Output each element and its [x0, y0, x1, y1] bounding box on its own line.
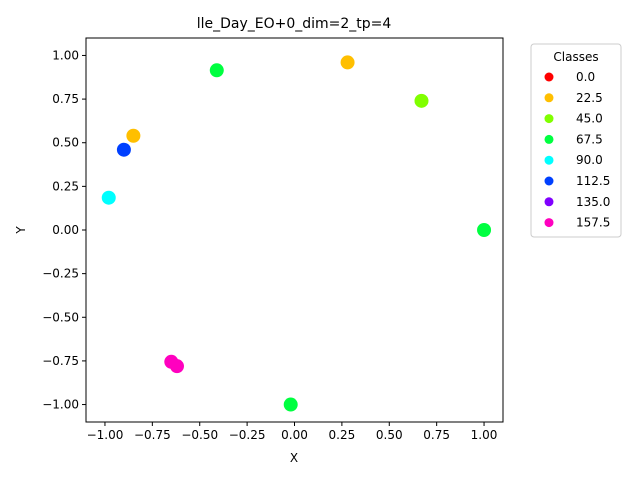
legend-title: Classes: [553, 50, 598, 64]
legend-label: 90.0: [576, 153, 603, 167]
y-axis: −1.00 −0.75 −0.50 −0.25 0.00 0.25 0.50 0.75 1.00: [42, 48, 86, 412]
x-axis-label: X: [290, 451, 298, 465]
x-tick-label: 0.00: [281, 428, 308, 442]
y-tick-label: 1.00: [52, 48, 79, 62]
data-point: [477, 223, 492, 237]
x-tick-label: 0.50: [376, 428, 403, 442]
data-point: [209, 63, 224, 78]
y-tick-label: −1.00: [42, 398, 79, 412]
legend-marker: [544, 197, 554, 207]
legend-marker: [544, 72, 554, 82]
legend-marker: [544, 155, 554, 165]
legend-frame: [530, 43, 622, 238]
legend-label: 67.5: [576, 132, 603, 146]
legend: Classes 0.0 22.5 45.0 67.5 90.0 112.5 135.0 157…: [530, 43, 622, 238]
y-tick-label: −0.25: [42, 267, 79, 281]
x-tick-label: 0.75: [423, 428, 450, 442]
legend-marker: [544, 176, 554, 186]
legend-label: 45.0: [576, 112, 603, 126]
x-tick-label: −0.50: [181, 428, 218, 442]
data-point: [126, 128, 141, 143]
y-tick-label: −0.50: [42, 310, 79, 324]
data-point: [116, 142, 131, 157]
legend-marker: [544, 134, 554, 144]
y-tick-label: −0.75: [42, 354, 79, 368]
data-points: [101, 55, 492, 412]
data-point: [414, 93, 429, 108]
legend-label: 157.5: [576, 216, 610, 230]
y-tick-label: 0.25: [52, 179, 79, 193]
legend-label: 22.5: [576, 91, 603, 105]
x-axis: −1.00 −0.75 −0.50 −0.25 0.00 0.25 0.50 0.75 1.00: [87, 422, 498, 442]
x-tick-label: 1.00: [471, 428, 498, 442]
x-tick-label: −0.75: [134, 428, 171, 442]
data-point: [283, 397, 298, 412]
data-point: [169, 359, 184, 374]
x-tick-label: −0.25: [229, 428, 266, 442]
legend-marker: [544, 218, 554, 228]
y-tick-label: 0.75: [52, 92, 79, 106]
data-point: [340, 55, 355, 70]
legend-label: 135.0: [576, 195, 610, 209]
data-point: [101, 190, 116, 205]
y-axis-label: Y: [14, 226, 28, 235]
chart-title: lle_Day_EO+0_dim=2_tp=4: [197, 16, 392, 32]
legend-marker: [544, 93, 554, 103]
y-tick-label: 0.00: [52, 223, 79, 237]
legend-label: 112.5: [576, 174, 610, 188]
legend-label: 0.0: [576, 70, 595, 84]
y-tick-label: 0.50: [52, 136, 79, 150]
x-tick-label: −1.00: [87, 428, 124, 442]
legend-marker: [544, 114, 554, 124]
x-tick-label: 0.25: [329, 428, 356, 442]
